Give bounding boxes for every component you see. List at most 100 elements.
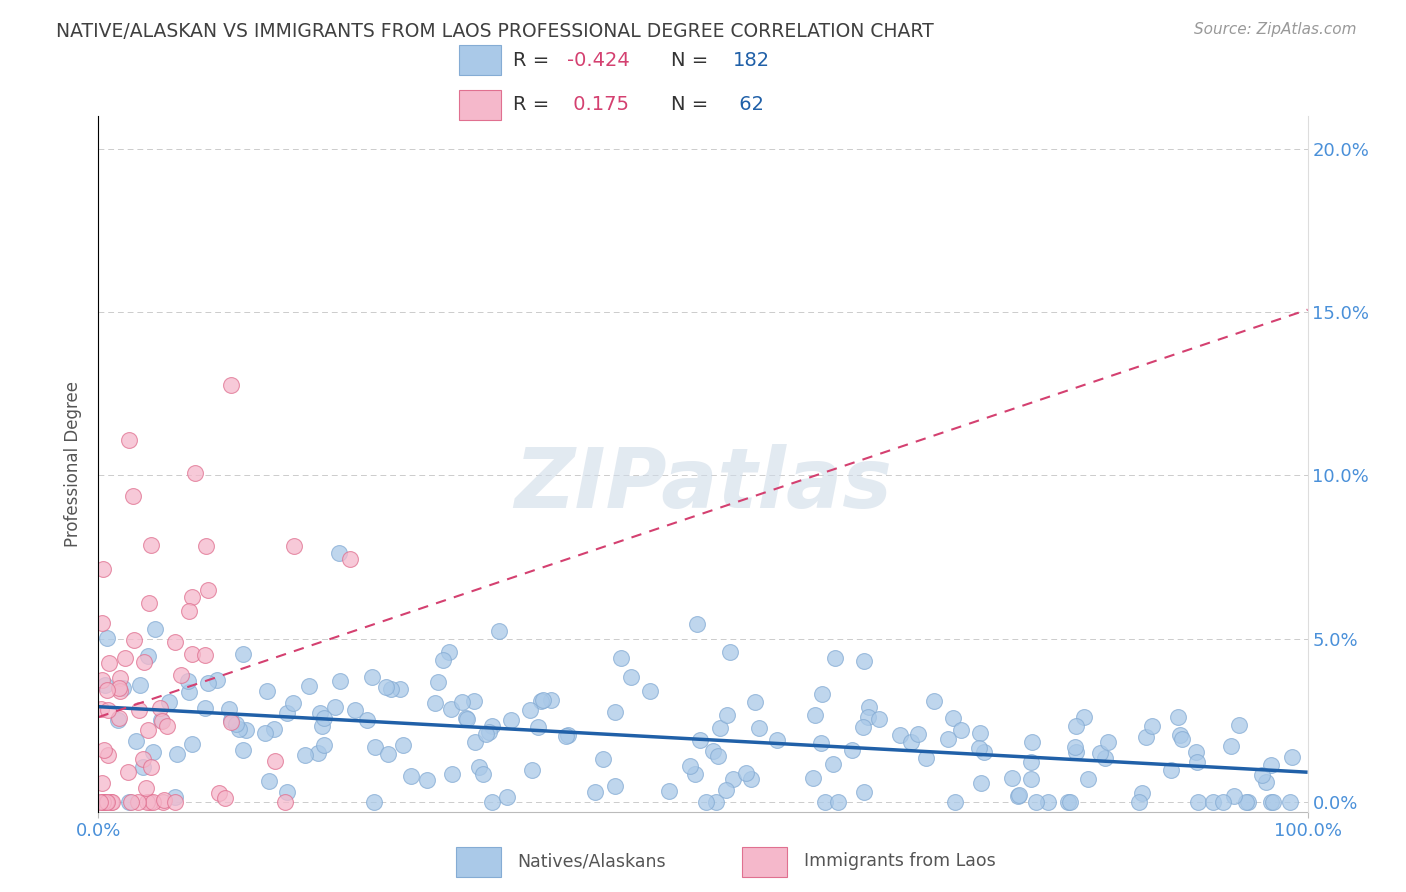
- Point: [1227, 718, 1250, 732]
- Text: R =: R =: [513, 51, 555, 70]
- Point: [329, 674, 352, 689]
- Point: [195, 539, 218, 553]
- Point: [735, 765, 758, 780]
- Point: [214, 791, 236, 805]
- Point: [557, 728, 579, 742]
- Point: [1279, 795, 1302, 809]
- Point: [1140, 719, 1163, 733]
- Point: [638, 683, 661, 698]
- Point: [609, 650, 631, 665]
- Point: [1254, 774, 1277, 789]
- Point: [748, 721, 770, 735]
- Point: [744, 694, 766, 708]
- Point: [451, 695, 474, 709]
- Point: [170, 667, 193, 681]
- Point: [1220, 739, 1243, 753]
- Point: [531, 693, 554, 707]
- Point: [720, 645, 742, 659]
- Text: -0.424: -0.424: [567, 51, 630, 70]
- Point: [221, 713, 243, 727]
- Point: [149, 713, 172, 727]
- Point: [415, 772, 437, 787]
- Point: [456, 711, 478, 725]
- Point: [499, 713, 522, 727]
- Point: [256, 683, 278, 698]
- Point: [107, 711, 129, 725]
- Point: [118, 434, 141, 448]
- Point: [471, 766, 494, 780]
- Text: 62: 62: [734, 95, 765, 114]
- Point: [1260, 795, 1282, 809]
- Point: [90, 776, 112, 790]
- Point: [922, 694, 945, 708]
- Point: [481, 795, 503, 809]
- Point: [938, 732, 960, 747]
- Point: [706, 748, 728, 763]
- Point: [96, 631, 118, 645]
- Point: [120, 795, 142, 809]
- Point: [1128, 795, 1150, 809]
- Point: [219, 714, 242, 729]
- Point: [709, 721, 731, 735]
- Point: [1135, 730, 1157, 744]
- Point: [100, 795, 122, 809]
- Point: [194, 701, 217, 715]
- Point: [276, 706, 298, 720]
- Point: [89, 795, 111, 809]
- Point: [101, 795, 124, 809]
- Point: [914, 751, 936, 765]
- Point: [165, 795, 187, 809]
- Point: [128, 703, 150, 717]
- Y-axis label: Professional Degree: Professional Degree: [65, 381, 83, 547]
- Text: Immigrants from Laos: Immigrants from Laos: [804, 852, 995, 871]
- Point: [257, 774, 280, 789]
- Point: [852, 720, 875, 734]
- Point: [136, 795, 159, 809]
- Point: [841, 743, 863, 757]
- Point: [432, 653, 454, 667]
- Point: [1260, 758, 1282, 772]
- Point: [149, 700, 172, 714]
- Point: [177, 674, 200, 689]
- Point: [309, 706, 332, 720]
- Point: [235, 723, 257, 738]
- Point: [853, 784, 876, 798]
- Point: [583, 785, 606, 799]
- Point: [283, 696, 305, 710]
- Point: [125, 734, 148, 748]
- Point: [1021, 735, 1043, 749]
- Point: [1094, 750, 1116, 764]
- Point: [907, 726, 929, 740]
- Point: [96, 795, 118, 809]
- Point: [325, 699, 347, 714]
- Point: [364, 740, 387, 755]
- Point: [114, 651, 136, 665]
- Point: [118, 795, 141, 809]
- Point: [181, 647, 204, 661]
- Point: [943, 795, 966, 809]
- Point: [1223, 789, 1246, 804]
- Point: [686, 617, 709, 632]
- Point: [380, 682, 402, 697]
- Point: [96, 682, 118, 697]
- Point: [97, 656, 120, 670]
- Point: [232, 743, 254, 757]
- FancyBboxPatch shape: [456, 847, 501, 878]
- Point: [127, 795, 149, 809]
- Point: [803, 708, 825, 723]
- Point: [142, 745, 165, 759]
- Point: [228, 722, 250, 736]
- Point: [685, 766, 707, 780]
- Point: [94, 678, 117, 692]
- Point: [93, 743, 115, 757]
- Point: [156, 719, 179, 733]
- Point: [527, 720, 550, 734]
- Point: [1057, 795, 1080, 809]
- FancyBboxPatch shape: [460, 90, 501, 120]
- Point: [122, 489, 145, 503]
- Point: [90, 702, 112, 716]
- Point: [1036, 795, 1059, 809]
- Point: [312, 711, 335, 725]
- Point: [388, 682, 411, 697]
- Point: [312, 738, 335, 752]
